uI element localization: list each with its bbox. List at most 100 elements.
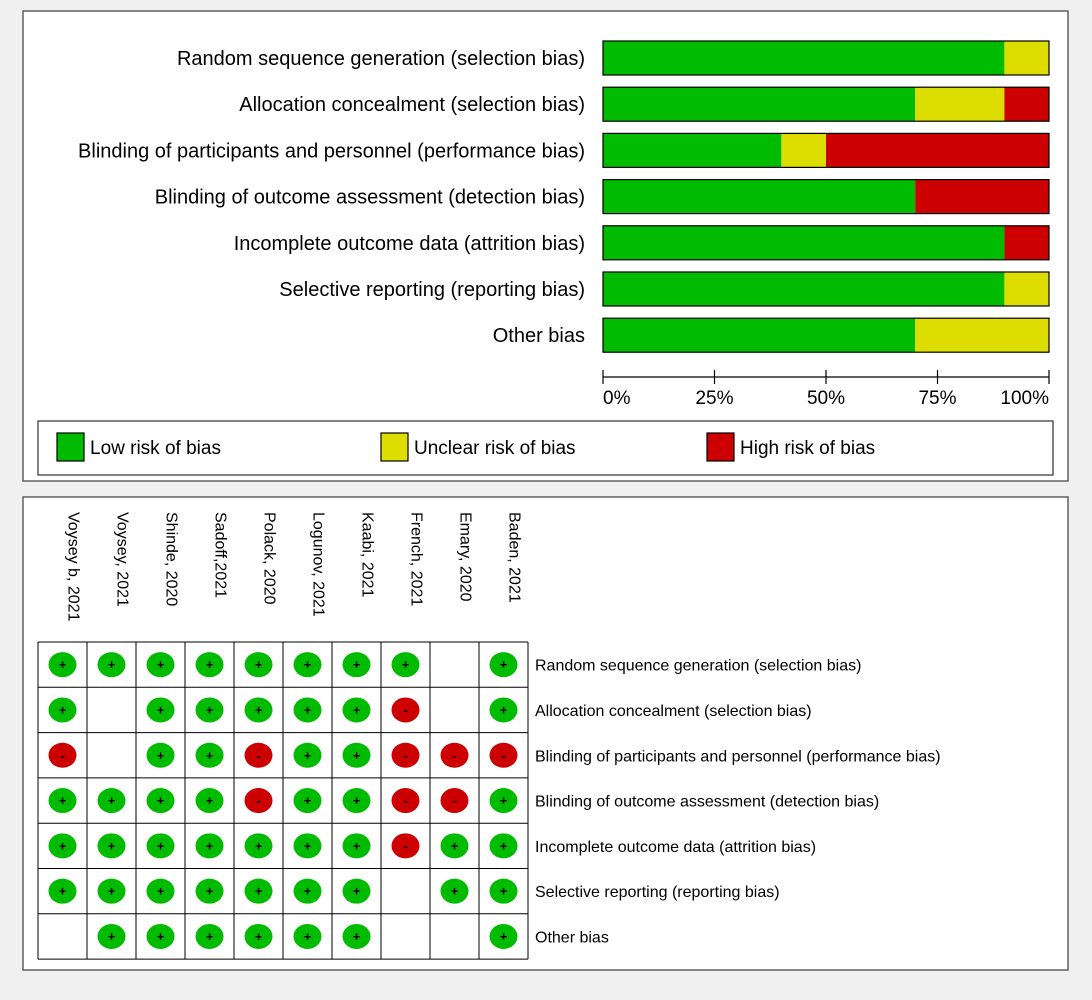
bar-segment-low-risk-of-bias <box>603 318 916 353</box>
graph-domain-label: Selective reporting (reporting bias) <box>279 279 585 301</box>
judgement-symbol: - <box>403 748 407 763</box>
judgement-low-icon <box>195 742 224 768</box>
judgement-symbol: + <box>157 748 165 763</box>
judgement-low-icon <box>342 697 371 723</box>
judgement-low-icon <box>48 878 77 904</box>
judgement-low-icon <box>293 878 322 904</box>
study-label: Kaabi, 2021 <box>359 512 376 598</box>
legend-label: Unclear risk of bias <box>414 438 576 459</box>
judgement-symbol: + <box>402 657 410 672</box>
judgement-low-icon <box>97 788 126 814</box>
judgement-low-icon <box>97 652 126 678</box>
summary-domain-label: Selective reporting (reporting bias) <box>535 884 780 901</box>
judgement-symbol: - <box>60 748 64 763</box>
judgement-low-icon <box>293 742 322 768</box>
judgement-low-icon <box>244 878 273 904</box>
judgement-symbol: + <box>500 657 508 672</box>
bar-outline <box>602 317 1050 353</box>
study-label: Logunov, 2021 <box>310 512 327 617</box>
judgement-symbol: + <box>59 657 67 672</box>
judgement-low-icon <box>97 833 126 859</box>
bar-segment-low-risk-of-bias <box>603 133 782 168</box>
judgement-low-icon <box>146 697 175 723</box>
judgement-symbol: + <box>353 702 361 717</box>
judgement-high-icon <box>391 742 420 768</box>
judgement-high-icon <box>440 788 469 814</box>
judgement-low-icon <box>195 788 224 814</box>
judgement-low-icon <box>293 788 322 814</box>
judgement-symbol: + <box>353 884 361 899</box>
judgement-symbol: + <box>59 884 67 899</box>
bar-segment-low-risk-of-bias <box>603 225 1005 260</box>
judgement-symbol: + <box>255 884 263 899</box>
bar-segment-low-risk-of-bias <box>603 87 916 122</box>
judgement-symbol: + <box>59 702 67 717</box>
judgement-low-icon <box>146 923 175 949</box>
judgement-low-icon <box>146 833 175 859</box>
judgement-symbol: + <box>255 929 263 944</box>
judgement-low-icon <box>342 878 371 904</box>
judgement-symbol: + <box>353 748 361 763</box>
summary-domain-label: Random sequence generation (selection bi… <box>535 658 861 675</box>
judgement-symbol: + <box>255 702 263 717</box>
judgement-symbol: + <box>59 838 67 853</box>
judgement-symbol: + <box>157 838 165 853</box>
judgement-low-icon <box>489 788 518 814</box>
judgement-symbol: + <box>353 929 361 944</box>
judgement-low-icon <box>48 833 77 859</box>
bar-outline <box>602 132 1050 168</box>
study-label: French, 2021 <box>408 512 425 606</box>
judgement-symbol: + <box>206 929 214 944</box>
judgement-high-icon <box>244 788 273 814</box>
bar-segment-unclear-risk-of-bias <box>915 318 1049 353</box>
judgement-symbol: + <box>108 929 116 944</box>
judgement-symbol: + <box>206 657 214 672</box>
bar-segment-low-risk-of-bias <box>603 41 1005 75</box>
judgement-low-icon <box>244 923 273 949</box>
legend-swatch-low-risk-of-bias <box>56 432 85 462</box>
bar-segment-unclear-risk-of-bias <box>1004 272 1049 306</box>
study-label: Voysey b, 2021 <box>65 512 82 622</box>
judgement-low-icon <box>391 652 420 678</box>
judgement-symbol: + <box>59 793 67 808</box>
judgement-symbol: + <box>206 838 214 853</box>
judgement-symbol: + <box>353 793 361 808</box>
judgement-symbol: - <box>403 793 407 808</box>
judgement-low-icon <box>195 652 224 678</box>
judgement-high-icon <box>244 742 273 768</box>
x-tick-label: 25% <box>695 388 733 409</box>
graph-domain-label: Allocation concealment (selection bias) <box>239 94 585 116</box>
bar-segment-unclear-risk-of-bias <box>915 87 1005 122</box>
judgement-symbol: + <box>304 702 312 717</box>
judgement-symbol: + <box>108 838 116 853</box>
judgement-symbol: + <box>304 793 312 808</box>
judgement-symbol: + <box>353 657 361 672</box>
risk-of-bias-graph: Random sequence generation (selection bi… <box>78 40 1050 353</box>
judgement-low-icon <box>97 923 126 949</box>
judgement-symbol: - <box>452 748 456 763</box>
judgement-low-icon <box>489 833 518 859</box>
legend: Low risk of bias Unclear risk of bias High… <box>37 420 1054 476</box>
judgement-symbol: + <box>108 657 116 672</box>
judgement-symbol: + <box>206 884 214 899</box>
bar-outline <box>602 225 1050 261</box>
judgement-low-icon <box>146 742 175 768</box>
judgement-symbol: + <box>304 884 312 899</box>
judgement-low-icon <box>244 833 273 859</box>
judgement-symbol: + <box>500 793 508 808</box>
judgement-symbol: + <box>304 838 312 853</box>
bar-outline <box>602 40 1050 76</box>
judgement-symbol: + <box>304 748 312 763</box>
judgement-low-icon <box>244 652 273 678</box>
judgement-low-icon <box>146 878 175 904</box>
judgement-symbol: + <box>157 884 165 899</box>
judgement-symbol: + <box>157 793 165 808</box>
judgement-low-icon <box>342 923 371 949</box>
judgement-low-icon <box>342 742 371 768</box>
judgement-symbol: + <box>353 838 361 853</box>
judgement-symbol: - <box>256 793 260 808</box>
bar-segment-unclear-risk-of-bias <box>1004 41 1049 75</box>
judgement-low-icon <box>342 833 371 859</box>
judgement-symbol: + <box>108 793 116 808</box>
